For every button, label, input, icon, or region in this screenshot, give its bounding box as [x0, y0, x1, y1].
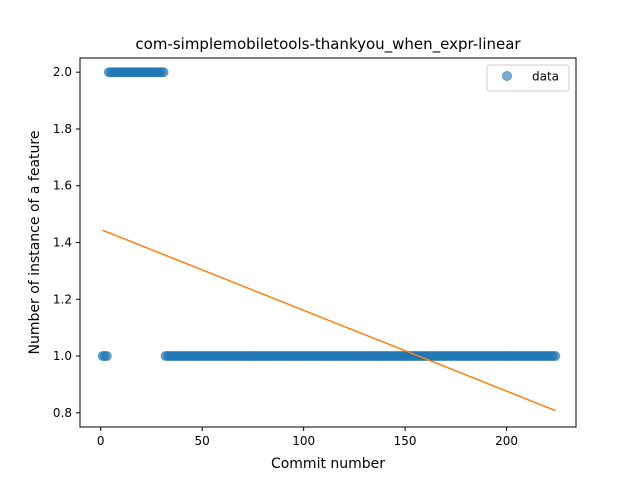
- legend: data: [486, 64, 570, 92]
- x-tick-label: 100: [292, 434, 315, 448]
- y-tick-label: 1.0: [53, 349, 72, 363]
- data-points: [97, 67, 561, 362]
- fit-line-layer: [102, 229, 556, 412]
- y-axis-label: Number of instance of a feature: [27, 131, 43, 355]
- data-point: [550, 351, 561, 362]
- y-tick-label: 1.2: [53, 292, 72, 306]
- legend-marker: [502, 71, 512, 81]
- x-axis: 0 50 100 150 200: [97, 427, 518, 448]
- chart-title: com-simplemobiletools-thankyou_when_expr…: [135, 35, 521, 54]
- data-point: [101, 351, 112, 362]
- y-axis: 0.8 1.0 1.2 1.4 1.6 1.8 2.0: [53, 65, 80, 420]
- fit-line: [102, 229, 556, 412]
- y-tick-label: 1.8: [53, 122, 72, 136]
- y-tick-label: 0.8: [53, 406, 72, 420]
- x-tick-label: 50: [195, 434, 210, 448]
- y-tick-label: 2.0: [53, 65, 72, 79]
- x-tick-label: 150: [394, 434, 417, 448]
- x-tick-label: 0: [97, 434, 105, 448]
- plot-frame: [79, 57, 577, 428]
- y-tick-label: 1.4: [53, 236, 72, 250]
- x-tick-label: 200: [495, 434, 518, 448]
- y-tick-label: 1.6: [53, 179, 72, 193]
- data-point: [158, 67, 169, 78]
- legend-label-data: data: [532, 70, 559, 84]
- x-axis-label: Commit number: [271, 456, 385, 472]
